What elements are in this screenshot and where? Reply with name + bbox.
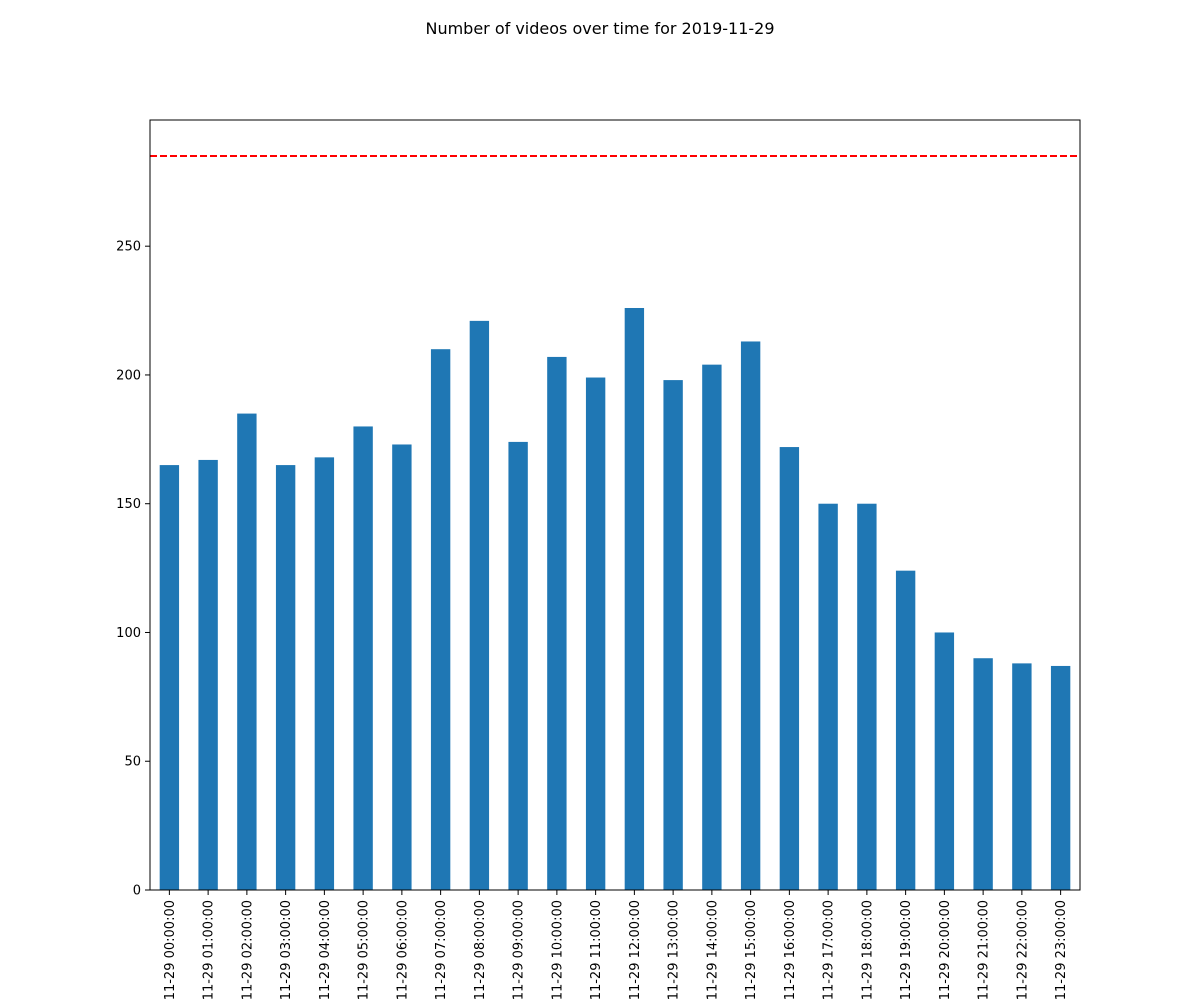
x-tick-label: 2019-11-29 17:00:00 — [822, 900, 837, 1000]
x-tick-label: 2019-11-29 01:00:00 — [202, 900, 217, 1000]
bar — [430, 349, 451, 890]
x-tick-label: 2019-11-29 05:00:00 — [357, 900, 372, 1000]
x-tick-label: 2019-11-29 09:00:00 — [512, 900, 527, 1000]
bar — [818, 503, 838, 890]
bar — [237, 413, 257, 890]
bar — [159, 465, 180, 890]
x-tick-label: 2019-11-29 02:00:00 — [240, 900, 255, 1000]
bar — [895, 570, 916, 890]
y-tick-label: 200 — [116, 368, 141, 383]
bar — [547, 356, 567, 890]
bar — [1012, 663, 1032, 890]
x-tick-label: 2019-11-29 20:00:00 — [938, 900, 953, 1000]
x-tick-label: 2019-11-29 13:00:00 — [667, 900, 682, 1000]
x-tick-label: 2019-11-29 15:00:00 — [744, 900, 759, 1000]
bar — [624, 307, 645, 891]
bar — [353, 426, 373, 890]
x-tick-label: 2019-11-29 10:00:00 — [550, 900, 565, 1000]
y-tick-label: 250 — [116, 240, 141, 255]
bar — [973, 658, 993, 890]
x-tick-label: 2019-11-29 08:00:00 — [473, 900, 488, 1000]
x-tick-label: 2019-11-29 14:00:00 — [705, 900, 720, 1000]
x-tick-label: 2019-11-29 04:00:00 — [318, 900, 333, 1000]
bar — [934, 632, 955, 890]
axes-frame — [149, 119, 1081, 891]
bar — [585, 377, 606, 890]
x-tick-label: 2019-11-29 18:00:00 — [860, 900, 875, 1000]
x-tick-label: 2019-11-29 19:00:00 — [899, 900, 914, 1000]
y-tick-label: 0 — [133, 884, 141, 899]
x-tick-label: 2019-11-29 16:00:00 — [783, 900, 798, 1000]
x-tick-label: 2019-11-29 06:00:00 — [395, 900, 410, 1000]
bar — [275, 465, 296, 890]
plot-area: 0 50 100 150 200 250 2019-11-29 00:00:00 2019-1… — [116, 119, 1081, 1000]
bar — [663, 380, 683, 890]
chart-title: Number of videos over time for 2019-11-2… — [425, 19, 774, 38]
y-tick-label: 150 — [116, 497, 141, 512]
x-tick-label: 2019-11-29 23:00:00 — [1054, 900, 1069, 1000]
x-tick-label: 2019-11-29 07:00:00 — [434, 900, 449, 1000]
bar — [508, 441, 528, 890]
bar — [857, 503, 877, 890]
x-tick-label: 2019-11-29 22:00:00 — [1015, 900, 1030, 1000]
bar — [702, 364, 722, 891]
y-tick-label: 100 — [116, 626, 141, 641]
x-tick-label: 2019-11-29 11:00:00 — [589, 900, 604, 1000]
bar — [392, 444, 412, 890]
bar — [469, 320, 490, 890]
bar — [314, 457, 335, 890]
x-tick-label: 2019-11-29 21:00:00 — [977, 900, 992, 1000]
bar — [198, 459, 218, 890]
bar — [1050, 665, 1071, 890]
x-tick-label: 2019-11-29 00:00:00 — [163, 900, 178, 1000]
bar — [740, 341, 761, 890]
x-tick-label: 2019-11-29 03:00:00 — [279, 900, 294, 1000]
bar — [779, 447, 800, 890]
y-tick-label: 50 — [124, 755, 141, 770]
x-tick-label: 2019-11-29 12:00:00 — [628, 900, 643, 1000]
